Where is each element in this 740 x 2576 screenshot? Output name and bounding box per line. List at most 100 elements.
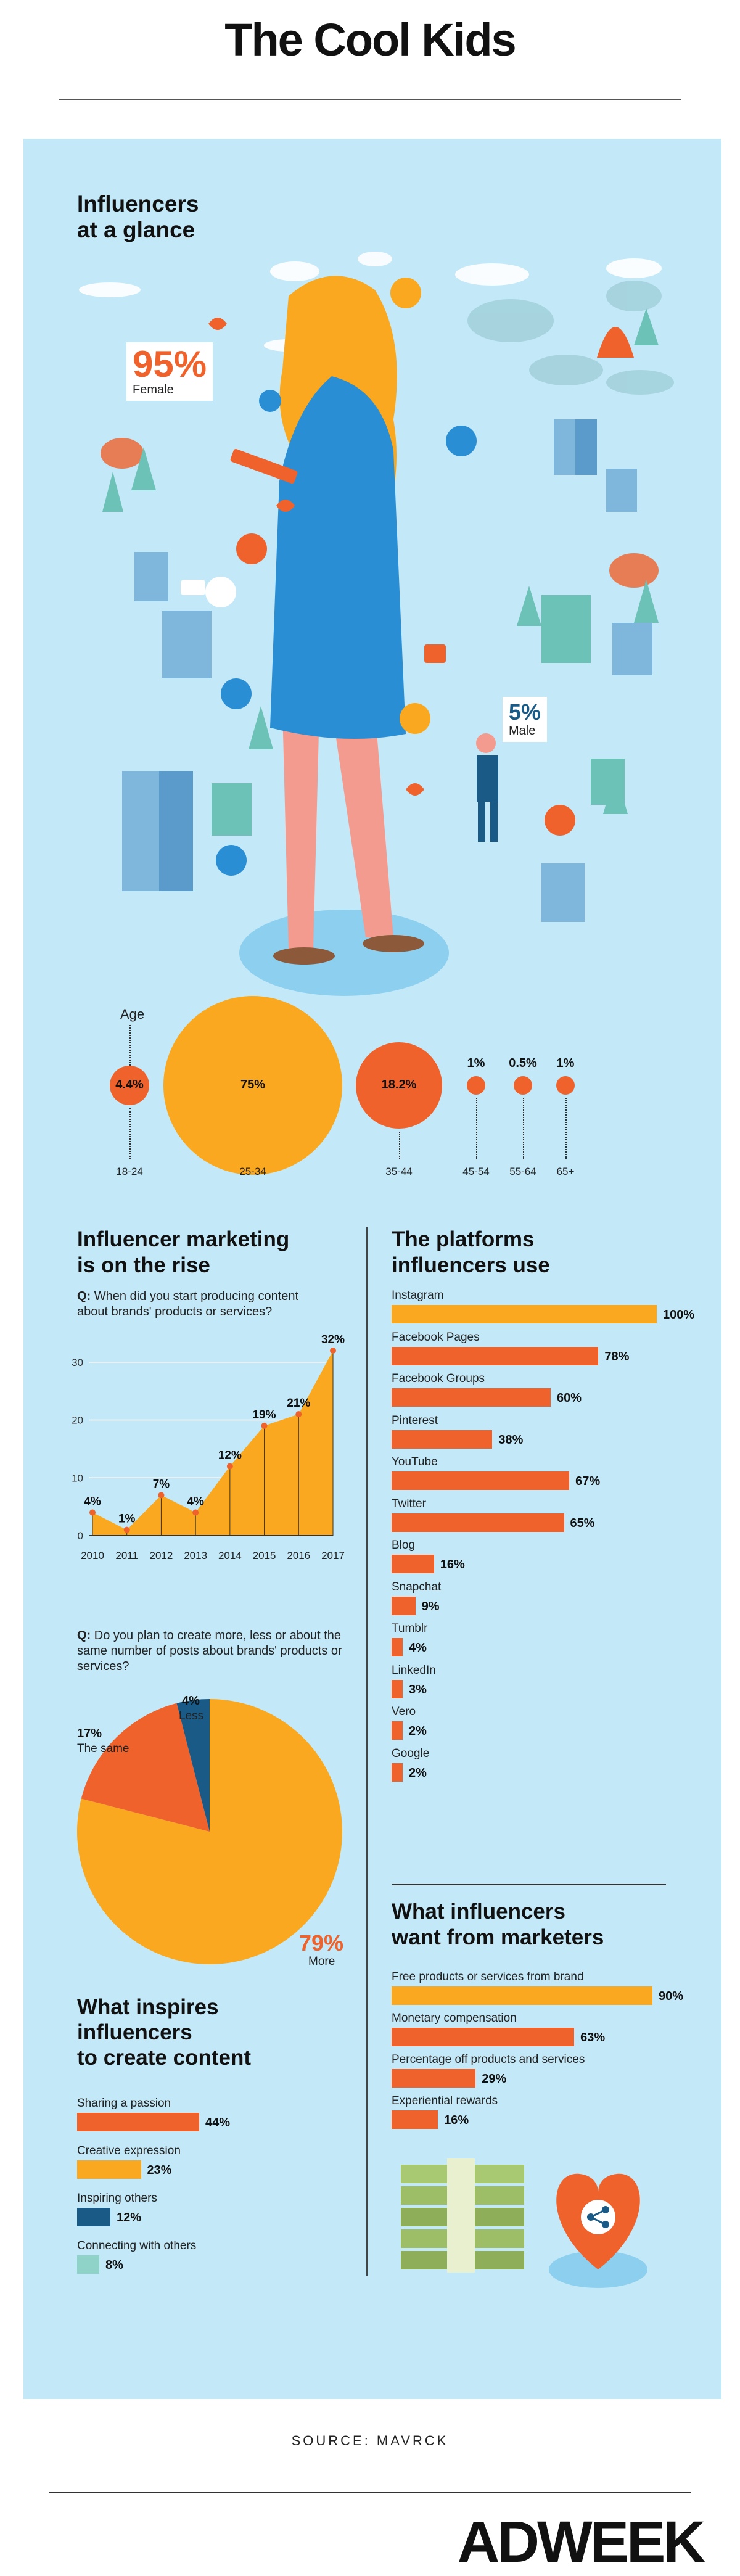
- age-bubble: [110, 1066, 149, 1105]
- female-stat: 95% Female: [126, 342, 213, 401]
- bar-value-label: 8%: [105, 2258, 123, 2272]
- bar: [77, 2113, 199, 2131]
- bar: [392, 1986, 652, 2005]
- male-label: Male: [509, 724, 536, 738]
- bar-value-label: 38%: [498, 1433, 524, 1447]
- age-value: 75%: [240, 1078, 266, 1092]
- bar: [392, 1346, 599, 1365]
- age-label: 65+: [556, 1166, 575, 1177]
- x-tick-label: 2016: [287, 1550, 310, 1562]
- bar-value-label: 60%: [557, 1391, 582, 1405]
- area-series: [92, 1351, 333, 1536]
- x-tick-label: 2013: [184, 1550, 207, 1562]
- money-heart-illustration: [401, 2158, 648, 2288]
- bar-category-label: Instagram: [392, 1289, 444, 1302]
- age-value: 18.2%: [381, 1078, 417, 1092]
- data-point: [192, 1509, 199, 1516]
- data-point: [89, 1509, 96, 1516]
- bar: [392, 1679, 403, 1698]
- glance-title-line2: at a glance: [77, 217, 195, 242]
- bar: [392, 2110, 438, 2129]
- x-tick-label: 2017: [321, 1550, 345, 1562]
- data-point: [330, 1348, 336, 1354]
- dress: [270, 376, 406, 739]
- rise-question-text: When did you start producing content abo…: [77, 1290, 299, 1319]
- age-value: 1%: [467, 1056, 485, 1070]
- age-leader-line: [399, 1132, 400, 1159]
- bar-category-label: YouTube: [392, 1455, 438, 1468]
- age-leader-line: [130, 1108, 131, 1159]
- inspires-title-line1: What inspires: [77, 1995, 219, 2019]
- bar: [392, 1721, 403, 1740]
- age-bubble: [467, 1076, 485, 1095]
- bar: [77, 2255, 99, 2274]
- pie-slice: [76, 1699, 342, 1964]
- bar-value-label: 44%: [205, 2116, 231, 2130]
- bar: [392, 1638, 403, 1656]
- bar-value-label: 90%: [659, 1990, 684, 2003]
- age-value: 4.4%: [115, 1078, 144, 1092]
- bar-value-label: 16%: [444, 2113, 469, 2127]
- wants-divider: [392, 1884, 666, 1885]
- age-bubble: [556, 1076, 575, 1095]
- x-tick-label: 2015: [253, 1550, 276, 1562]
- adweek-logo: ADWEEK: [457, 2509, 705, 2575]
- bar: [392, 1763, 403, 1782]
- plan-question-text: Do you plan to create more, less or abou…: [77, 1629, 342, 1673]
- bar-value-label: 65%: [570, 1516, 595, 1530]
- social-icons: [181, 278, 575, 876]
- bar-value-label: 12%: [117, 2211, 142, 2224]
- wants-title-line1: What influencers: [392, 1899, 565, 1924]
- rise-question: Q: When did you start producing content …: [77, 1289, 305, 1320]
- footer-divider: [49, 2492, 691, 2493]
- data-label: 21%: [287, 1397, 310, 1410]
- data-label: 1%: [118, 1513, 136, 1526]
- same-label: The same: [77, 1742, 130, 1755]
- platforms-title-line1: The platforms: [392, 1227, 535, 1251]
- bar-value-label: 2%: [409, 1766, 427, 1780]
- bar-category-label: Pinterest: [392, 1414, 438, 1427]
- data-label: 12%: [218, 1449, 242, 1462]
- q-marker-2: Q:: [77, 1629, 91, 1642]
- bar-category-label: Experiential rewards: [392, 2094, 498, 2107]
- age-label: 45-54: [462, 1166, 490, 1177]
- title-divider: [59, 99, 681, 100]
- age-label: 25-34: [239, 1166, 266, 1177]
- bar-category-label: Creative expression: [77, 2144, 181, 2157]
- column-divider: [366, 1227, 368, 2276]
- bar-value-label: 29%: [482, 2072, 507, 2086]
- inspires-title-line2: influencers: [77, 2020, 192, 2044]
- age-title-leader: [130, 1025, 131, 1066]
- bar: [392, 1596, 416, 1615]
- age-bubble: [163, 996, 342, 1175]
- bar-category-label: Sharing a passion: [77, 2097, 171, 2110]
- rise-line-chart: 0 10 20 30 4% 2010 1% 2011 7% 2012 4% 2013 12% 2014 19…: [72, 1333, 345, 1562]
- bar-category-label: Google: [392, 1747, 430, 1760]
- bar-category-label: Connecting with others: [77, 2239, 197, 2252]
- bar-category-label: Blog: [392, 1539, 416, 1552]
- bar-value-label: 63%: [580, 2031, 606, 2044]
- influencer-illustration: [79, 252, 674, 996]
- y-tick-label: 10: [72, 1472, 83, 1484]
- bar-value-label: 16%: [440, 1558, 465, 1571]
- bar-category-label: Vero: [392, 1705, 416, 1718]
- red-hill: [597, 327, 634, 358]
- male-pct: 5%: [509, 699, 541, 725]
- bar: [392, 1388, 551, 1407]
- x-tick-label: 2012: [150, 1550, 173, 1562]
- bar: [392, 1430, 493, 1449]
- age-leader-line: [565, 1098, 567, 1159]
- age-bubble: [514, 1076, 532, 1095]
- bar-category-label: Percentage off products and services: [392, 2053, 585, 2066]
- bar-category-label: Facebook Groups: [392, 1372, 485, 1385]
- age-bubble: [356, 1042, 442, 1129]
- bar: [392, 2069, 476, 2088]
- money-stack-icon: [401, 2158, 524, 2273]
- phone: [230, 448, 298, 484]
- q-marker: Q:: [77, 1290, 91, 1303]
- female-label: Female: [133, 383, 174, 397]
- bar-value-label: 3%: [409, 1682, 427, 1697]
- bar: [392, 1471, 570, 1490]
- bar-value-label: 100%: [663, 1308, 695, 1322]
- wants-title-line2: want from marketers: [392, 1925, 604, 1949]
